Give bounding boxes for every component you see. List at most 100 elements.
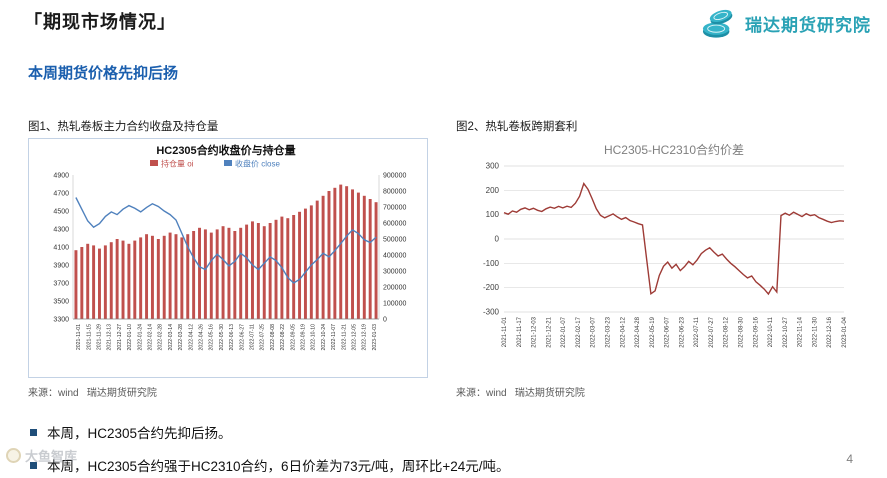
watermark-logo-icon — [6, 448, 21, 463]
chart2-spread-line — [503, 181, 845, 296]
brand-logo: 瑞达期货研究院 — [698, 6, 871, 40]
watermark: 大鱼智库 — [6, 446, 77, 465]
svg-text:2022-05-16: 2022-05-16 — [209, 324, 215, 351]
svg-text:2022-12-19: 2022-12-19 — [362, 324, 368, 351]
svg-text:500000: 500000 — [383, 237, 406, 244]
svg-text:2022-11-21: 2022-11-21 — [341, 324, 347, 350]
svg-text:4700: 4700 — [53, 191, 69, 198]
svg-text:3500: 3500 — [53, 299, 69, 306]
svg-text:2021-12-13: 2021-12-13 — [107, 324, 113, 351]
svg-text:2022-07-27: 2022-07-27 — [709, 316, 715, 347]
svg-text:2022-11-14: 2022-11-14 — [798, 316, 804, 347]
svg-text:2022-09-19: 2022-09-19 — [301, 324, 307, 351]
chart-hc2305-hc2310-spread: HC2305-HC2310合约价差 -300 -200 -100 0 100 200 300 2… — [483, 142, 848, 348]
figure-2-source: 来源：wind 瑞达期货研究院 — [456, 388, 585, 399]
section-heading: 本周期货价格先抑后扬 — [28, 65, 179, 82]
chart1-oi-bars — [74, 184, 378, 319]
svg-text:2021-11-01: 2021-11-01 — [502, 316, 508, 347]
figure-1-source: 来源：wind 瑞达期货研究院 — [28, 388, 157, 399]
svg-text:2022-12-05: 2022-12-05 — [352, 324, 358, 351]
svg-text:2022-04-28: 2022-04-28 — [635, 316, 641, 347]
svg-text:2022-08-08: 2022-08-08 — [270, 324, 276, 351]
svg-text:-300: -300 — [483, 308, 500, 317]
svg-text:2021-11-01: 2021-11-01 — [76, 324, 82, 350]
svg-text:2022-04-12: 2022-04-12 — [188, 324, 194, 351]
svg-text:2022-01-07: 2022-01-07 — [561, 316, 567, 347]
svg-text:300000: 300000 — [383, 269, 406, 276]
svg-text:2022-06-27: 2022-06-27 — [239, 324, 245, 351]
svg-text:2022-11-30: 2022-11-30 — [812, 316, 818, 347]
bullet-text: 本周，HC2305合约强于HC2310合约，6日价差为73元/吨，周环比+24元… — [47, 459, 510, 474]
svg-text:200000: 200000 — [383, 285, 406, 292]
bullet-square-icon — [30, 461, 37, 469]
svg-text:2022-08-22: 2022-08-22 — [280, 324, 286, 351]
svg-text:900000: 900000 — [383, 173, 406, 180]
chart2-title: HC2305-HC2310合约价差 — [604, 142, 744, 157]
chart1-y-axis-right: 0 100000 200000 300000 400000 500000 600000 700… — [383, 173, 406, 324]
svg-text:200: 200 — [486, 186, 500, 195]
svg-text:2022-08-12: 2022-08-12 — [724, 316, 730, 347]
figure-2-chart-box: HC2305-HC2310合约价差 -300 -200 -100 0 100 200 300 2… — [456, 138, 856, 378]
svg-text:100: 100 — [486, 210, 500, 219]
svg-text:2022-08-30: 2022-08-30 — [739, 316, 745, 347]
svg-text:2022-03-14: 2022-03-14 — [168, 324, 174, 351]
svg-text:2021-12-21: 2021-12-21 — [546, 316, 552, 347]
chart2-gridlines — [504, 165, 844, 313]
svg-text:2021-11-17: 2021-11-17 — [517, 316, 523, 347]
svg-text:100000: 100000 — [383, 301, 406, 308]
chart1-title: HC2305合约收盘价与持仓量 — [156, 143, 295, 157]
svg-text:2022-02-17: 2022-02-17 — [576, 316, 582, 347]
svg-text:4100: 4100 — [53, 245, 69, 252]
svg-text:2022-10-27: 2022-10-27 — [783, 316, 789, 347]
svg-text:2022-03-23: 2022-03-23 — [605, 316, 611, 347]
watermark-text: 大鱼智库 — [25, 449, 78, 464]
figure-1-chart-box: HC2305合约收盘价与持仓量 持仓量 oi 收盘价 close 3300 3500 37… — [28, 138, 428, 378]
svg-text:2022-10-11: 2022-10-11 — [768, 316, 774, 347]
svg-text:2022-01-10: 2022-01-10 — [127, 324, 133, 351]
svg-text:2022-04-12: 2022-04-12 — [620, 316, 626, 347]
svg-text:0: 0 — [495, 235, 500, 244]
svg-text:收盘价 close: 收盘价 close — [235, 159, 280, 169]
svg-text:2022-06-07: 2022-06-07 — [665, 316, 671, 347]
figure-1-caption: 图1、热轧卷板主力合约收盘及持仓量 — [28, 121, 219, 133]
svg-text:400000: 400000 — [383, 253, 406, 260]
page-title: 「期现市场情况」 — [24, 12, 176, 32]
figure-2: 图2、热轧卷板跨期套利 HC2305-HC2310合约价差 -300 -200 -10… — [456, 118, 858, 399]
chart1-y-axis-left: 3300 3500 3700 3900 4100 4300 4500 4700 4900 — [53, 173, 69, 324]
svg-text:2022-02-14: 2022-02-14 — [148, 324, 154, 351]
svg-text:2022-03-07: 2022-03-07 — [591, 316, 597, 347]
svg-text:2022-11-07: 2022-11-07 — [331, 324, 337, 350]
figure-1: 图1、热轧卷板主力合约收盘及持仓量 HC2305合约收盘价与持仓量持仓量 oi 收… — [28, 118, 430, 399]
svg-text:3700: 3700 — [53, 281, 69, 288]
svg-text:2022-09-16: 2022-09-16 — [753, 316, 759, 347]
svg-text:-200: -200 — [483, 283, 500, 292]
svg-text:2022-05-19: 2022-05-19 — [650, 316, 656, 347]
bullet-item: 本周，HC2305合约先抑后扬。 — [30, 422, 510, 442]
svg-text:2022-07-11: 2022-07-11 — [694, 316, 700, 347]
summary-bullets: 本周，HC2305合约先抑后扬。 本周，HC2305合约强于HC2310合约，6… — [30, 422, 510, 475]
chart1-axes — [72, 175, 380, 320]
chart2-x-axis-labels: 2021-11-01 2021-11-17 2021-12-03 2021-12-21… — [502, 316, 848, 347]
chart1-legend: 持仓量 oi 收盘价 close — [150, 159, 280, 169]
page-number: 4 — [846, 452, 853, 466]
bullet-square-icon — [30, 428, 37, 436]
svg-text:2022-07-11: 2022-07-11 — [250, 324, 256, 350]
svg-text:300: 300 — [486, 162, 500, 171]
svg-text:2022-02-28: 2022-02-28 — [158, 324, 164, 351]
svg-text:2023-01-04: 2023-01-04 — [842, 316, 848, 347]
svg-text:2022-10-24: 2022-10-24 — [321, 324, 327, 351]
svg-text:600000: 600000 — [383, 221, 406, 228]
svg-text:2022-09-05: 2022-09-05 — [290, 324, 296, 351]
chart1-x-axis-labels: 2021-11-01 2021-11-15 2021-11-29 2021-12-13… — [76, 324, 378, 351]
svg-text:700000: 700000 — [383, 205, 406, 212]
svg-text:2021-11-15: 2021-11-15 — [86, 324, 92, 350]
bullet-text: 本周，HC2305合约先抑后扬。 — [47, 426, 232, 441]
svg-text:2023-01-03: 2023-01-03 — [372, 324, 378, 351]
svg-text:2022-03-28: 2022-03-28 — [178, 324, 184, 351]
svg-text:800000: 800000 — [383, 189, 406, 196]
svg-text:2021-12-03: 2021-12-03 — [532, 316, 538, 347]
svg-text:2022-04-26: 2022-04-26 — [199, 324, 205, 351]
svg-text:0: 0 — [383, 317, 387, 324]
